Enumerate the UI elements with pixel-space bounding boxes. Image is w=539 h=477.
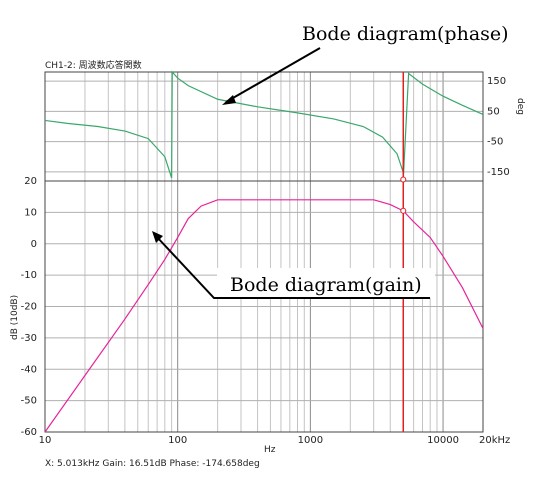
phase-axis: 150 50 -50 -150 xyxy=(487,76,510,178)
phase-callout-arrow xyxy=(225,47,321,103)
x-tick-label: 100 xyxy=(168,435,187,446)
gain-tick-label: -20 xyxy=(21,302,37,313)
gain-tick-label: 20 xyxy=(24,176,37,187)
gain-tick-label: -30 xyxy=(21,333,37,344)
gain-tick-label: 10 xyxy=(24,207,37,218)
grid xyxy=(44,72,484,433)
plot-frame xyxy=(44,71,484,433)
x-tick-label: 10 xyxy=(39,435,52,446)
gain-tick-label: -40 xyxy=(21,364,37,375)
phase-tick-label: 50 xyxy=(487,106,500,117)
gain-axis: 20 10 0 -10 -20 -30 -40 -50 -60 xyxy=(21,176,37,438)
gain-tick-label: 0 xyxy=(31,239,37,250)
gain-tick-label: -50 xyxy=(21,396,37,407)
gain-callout: Bode diagram(gain) xyxy=(152,231,435,299)
phase-tick-label: 150 xyxy=(487,76,506,87)
cursor-phase-marker xyxy=(400,176,407,183)
cursor-readout: X: 5.013kHz Gain: 16.51dB Phase: -174.65… xyxy=(45,459,260,469)
cursor-gain-marker xyxy=(400,207,407,214)
gain-tick-label: -60 xyxy=(21,427,37,438)
x-axis-label: Hz xyxy=(264,445,276,455)
gain-callout-label: Bode diagram(gain) xyxy=(230,274,422,296)
x-axis: 10 100 1000 10000 20kHz xyxy=(39,435,511,446)
x-tick-label: 1000 xyxy=(298,435,323,446)
phase-arrow-head xyxy=(222,95,236,105)
gain-arrow-head xyxy=(152,231,163,243)
phase-tick-label: -50 xyxy=(487,137,503,148)
phase-axis-label: deg xyxy=(515,98,525,115)
gain-series-line xyxy=(44,199,484,433)
x-tick-label: 10000 xyxy=(427,435,459,446)
phase-callout-bg xyxy=(298,18,522,46)
x-tick-label: 20kHz xyxy=(479,435,510,446)
chart-title: CH1-2: 周波数応答関数 xyxy=(45,59,142,71)
gain-axis-label: dB (10dB) xyxy=(10,295,20,340)
gain-callout-arrow xyxy=(155,235,430,299)
phase-tick-label: -150 xyxy=(487,167,510,178)
phase-series-line xyxy=(44,70,484,180)
phase-callout-label: Bode diagram(phase) xyxy=(302,23,509,45)
gain-callout-bg xyxy=(217,268,435,298)
phase-callout: Bode diagram(phase) xyxy=(222,18,522,105)
gain-tick-label: -10 xyxy=(21,270,37,281)
